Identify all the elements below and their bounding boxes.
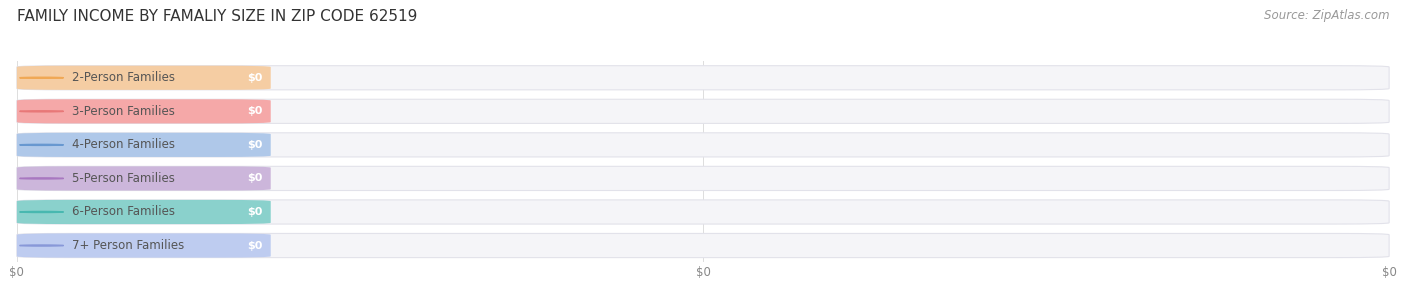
Text: 2-Person Families: 2-Person Families — [72, 71, 174, 84]
Text: $0: $0 — [247, 140, 263, 150]
Circle shape — [20, 211, 63, 213]
Circle shape — [20, 111, 63, 112]
Text: $0: $0 — [247, 174, 263, 183]
Text: 3-Person Families: 3-Person Families — [72, 105, 174, 118]
Text: 4-Person Families: 4-Person Families — [72, 138, 174, 151]
FancyBboxPatch shape — [17, 200, 1389, 224]
Circle shape — [20, 245, 63, 246]
Circle shape — [20, 144, 63, 145]
Text: $0: $0 — [247, 207, 263, 217]
FancyBboxPatch shape — [17, 233, 1389, 258]
FancyBboxPatch shape — [17, 133, 271, 157]
FancyBboxPatch shape — [17, 200, 271, 224]
FancyBboxPatch shape — [17, 233, 271, 258]
Circle shape — [20, 178, 63, 179]
Text: 5-Person Families: 5-Person Families — [72, 172, 174, 185]
Text: 7+ Person Families: 7+ Person Families — [72, 239, 184, 252]
Text: FAMILY INCOME BY FAMALIY SIZE IN ZIP CODE 62519: FAMILY INCOME BY FAMALIY SIZE IN ZIP COD… — [17, 9, 418, 24]
Text: $0: $0 — [247, 106, 263, 116]
Text: Source: ZipAtlas.com: Source: ZipAtlas.com — [1264, 9, 1389, 22]
Text: 6-Person Families: 6-Person Families — [72, 206, 174, 218]
FancyBboxPatch shape — [17, 66, 271, 90]
FancyBboxPatch shape — [17, 99, 1389, 124]
FancyBboxPatch shape — [17, 166, 271, 191]
FancyBboxPatch shape — [17, 99, 271, 124]
FancyBboxPatch shape — [17, 166, 1389, 191]
Text: $0: $0 — [247, 73, 263, 83]
FancyBboxPatch shape — [17, 66, 1389, 90]
Text: $0: $0 — [247, 241, 263, 250]
FancyBboxPatch shape — [17, 133, 1389, 157]
Circle shape — [20, 77, 63, 78]
